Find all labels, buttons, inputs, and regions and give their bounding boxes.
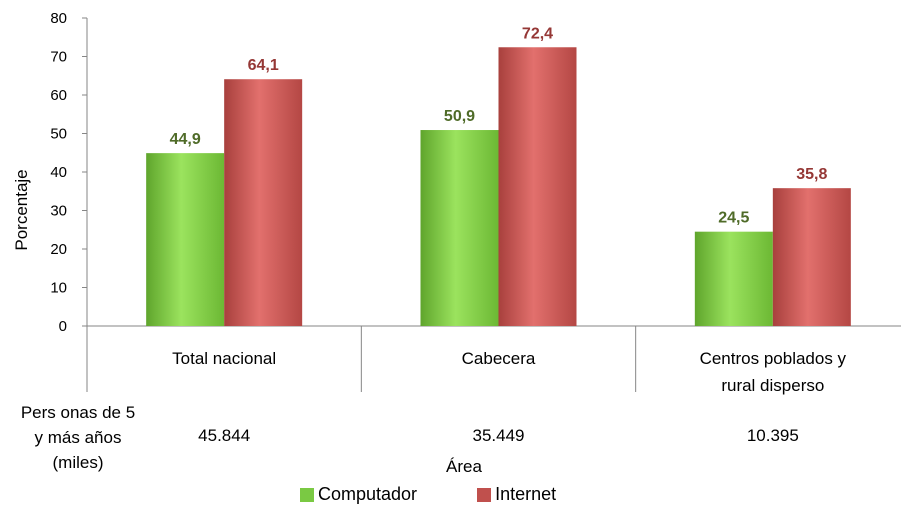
y-tick-label: 70 [50,49,67,66]
y-tick-label: 80 [50,10,67,27]
data-label-computador: 50,9 [444,108,475,125]
legend-swatch-internet [477,487,492,502]
x-axis-title: Área [446,457,482,476]
y-tick-label: 40 [50,164,67,181]
table-row-label: Pers onas de 5 [21,403,135,422]
legend-label-internet: Internet [495,484,557,504]
category-label: rural disperso [721,376,824,395]
legend-swatch-computador [300,487,314,502]
data-label-internet: 72,4 [522,25,553,42]
category-label: Centros poblados y [700,349,847,368]
legend: Computador Internet [300,484,616,505]
category-label: Total nacional [172,349,276,368]
y-tick-label: 0 [59,318,67,335]
y-tick-label: 20 [50,241,67,258]
y-tick-label: 50 [50,126,67,143]
bar-computador [420,130,499,326]
y-tick-label: 10 [50,280,67,297]
bar-computador [694,231,773,326]
data-label-internet: 64,1 [248,57,279,74]
table-value: 35.449 [473,426,525,445]
table-row-label: (miles) [53,453,104,472]
bar-computador [146,153,225,326]
table-value: 10.395 [747,426,799,445]
category-label: Cabecera [462,349,536,368]
table-row-label: y más años [35,428,122,447]
legend-item-internet: Internet [477,484,556,505]
legend-label-computador: Computador [318,484,418,504]
y-tick-label: 60 [50,87,67,104]
table-value: 45.844 [198,426,250,445]
data-label-computador: 44,9 [170,131,201,148]
data-label-internet: 35,8 [796,166,827,183]
bar-internet [498,47,577,326]
bar-internet [772,188,851,326]
bar-internet [224,79,303,326]
y-tick-label: 30 [50,203,67,220]
y-axis-title: Porcentaje [12,169,31,250]
legend-item-computador: Computador [300,484,417,505]
data-label-computador: 24,5 [718,210,749,227]
